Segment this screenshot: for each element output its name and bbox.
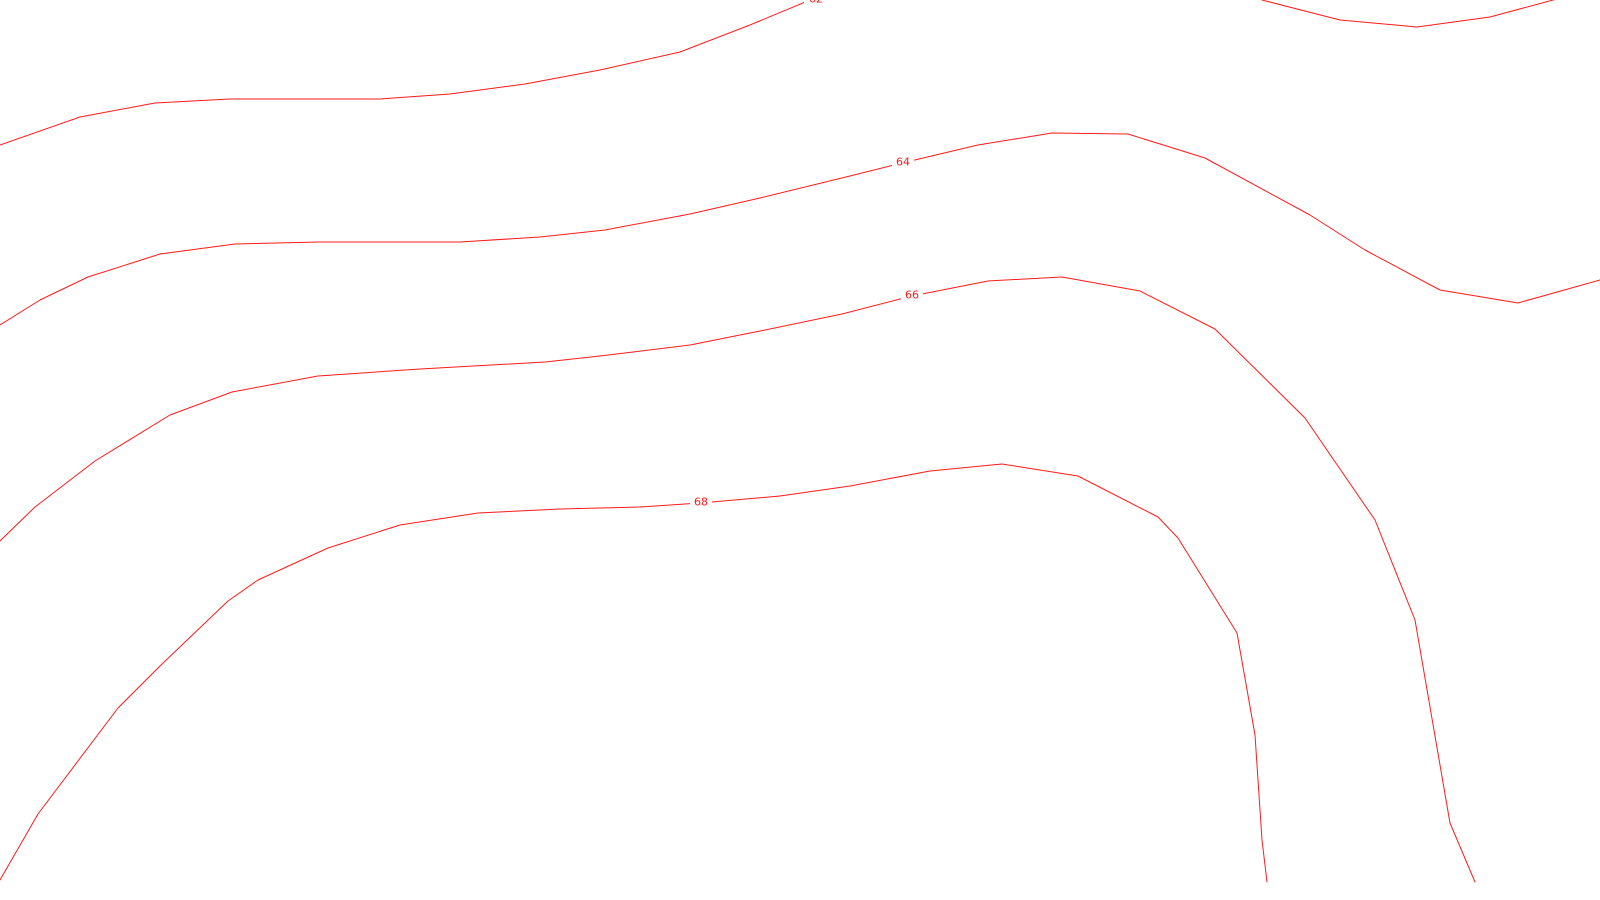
contour-label-64-text: 64	[896, 156, 910, 169]
contour-label-64: 64	[892, 156, 914, 169]
contour-label-66-text: 66	[905, 289, 919, 302]
contour-label-62: 62	[804, 0, 828, 6]
contour-line-62	[0, 0, 812, 146]
contour-line-68	[0, 463, 1268, 883]
contour-label-68: 68	[690, 496, 712, 509]
contour-line-unlabeled-top-right	[1261, 0, 1556, 28]
contour-labels-layer: 62 64 66 68	[690, 0, 923, 509]
contour-label-66: 66	[901, 289, 923, 302]
contour-label-68-text: 68	[694, 496, 708, 509]
contour-line-64	[0, 132, 1600, 326]
contour-label-62-text: 62	[809, 0, 823, 6]
contour-line-66	[0, 276, 1476, 883]
